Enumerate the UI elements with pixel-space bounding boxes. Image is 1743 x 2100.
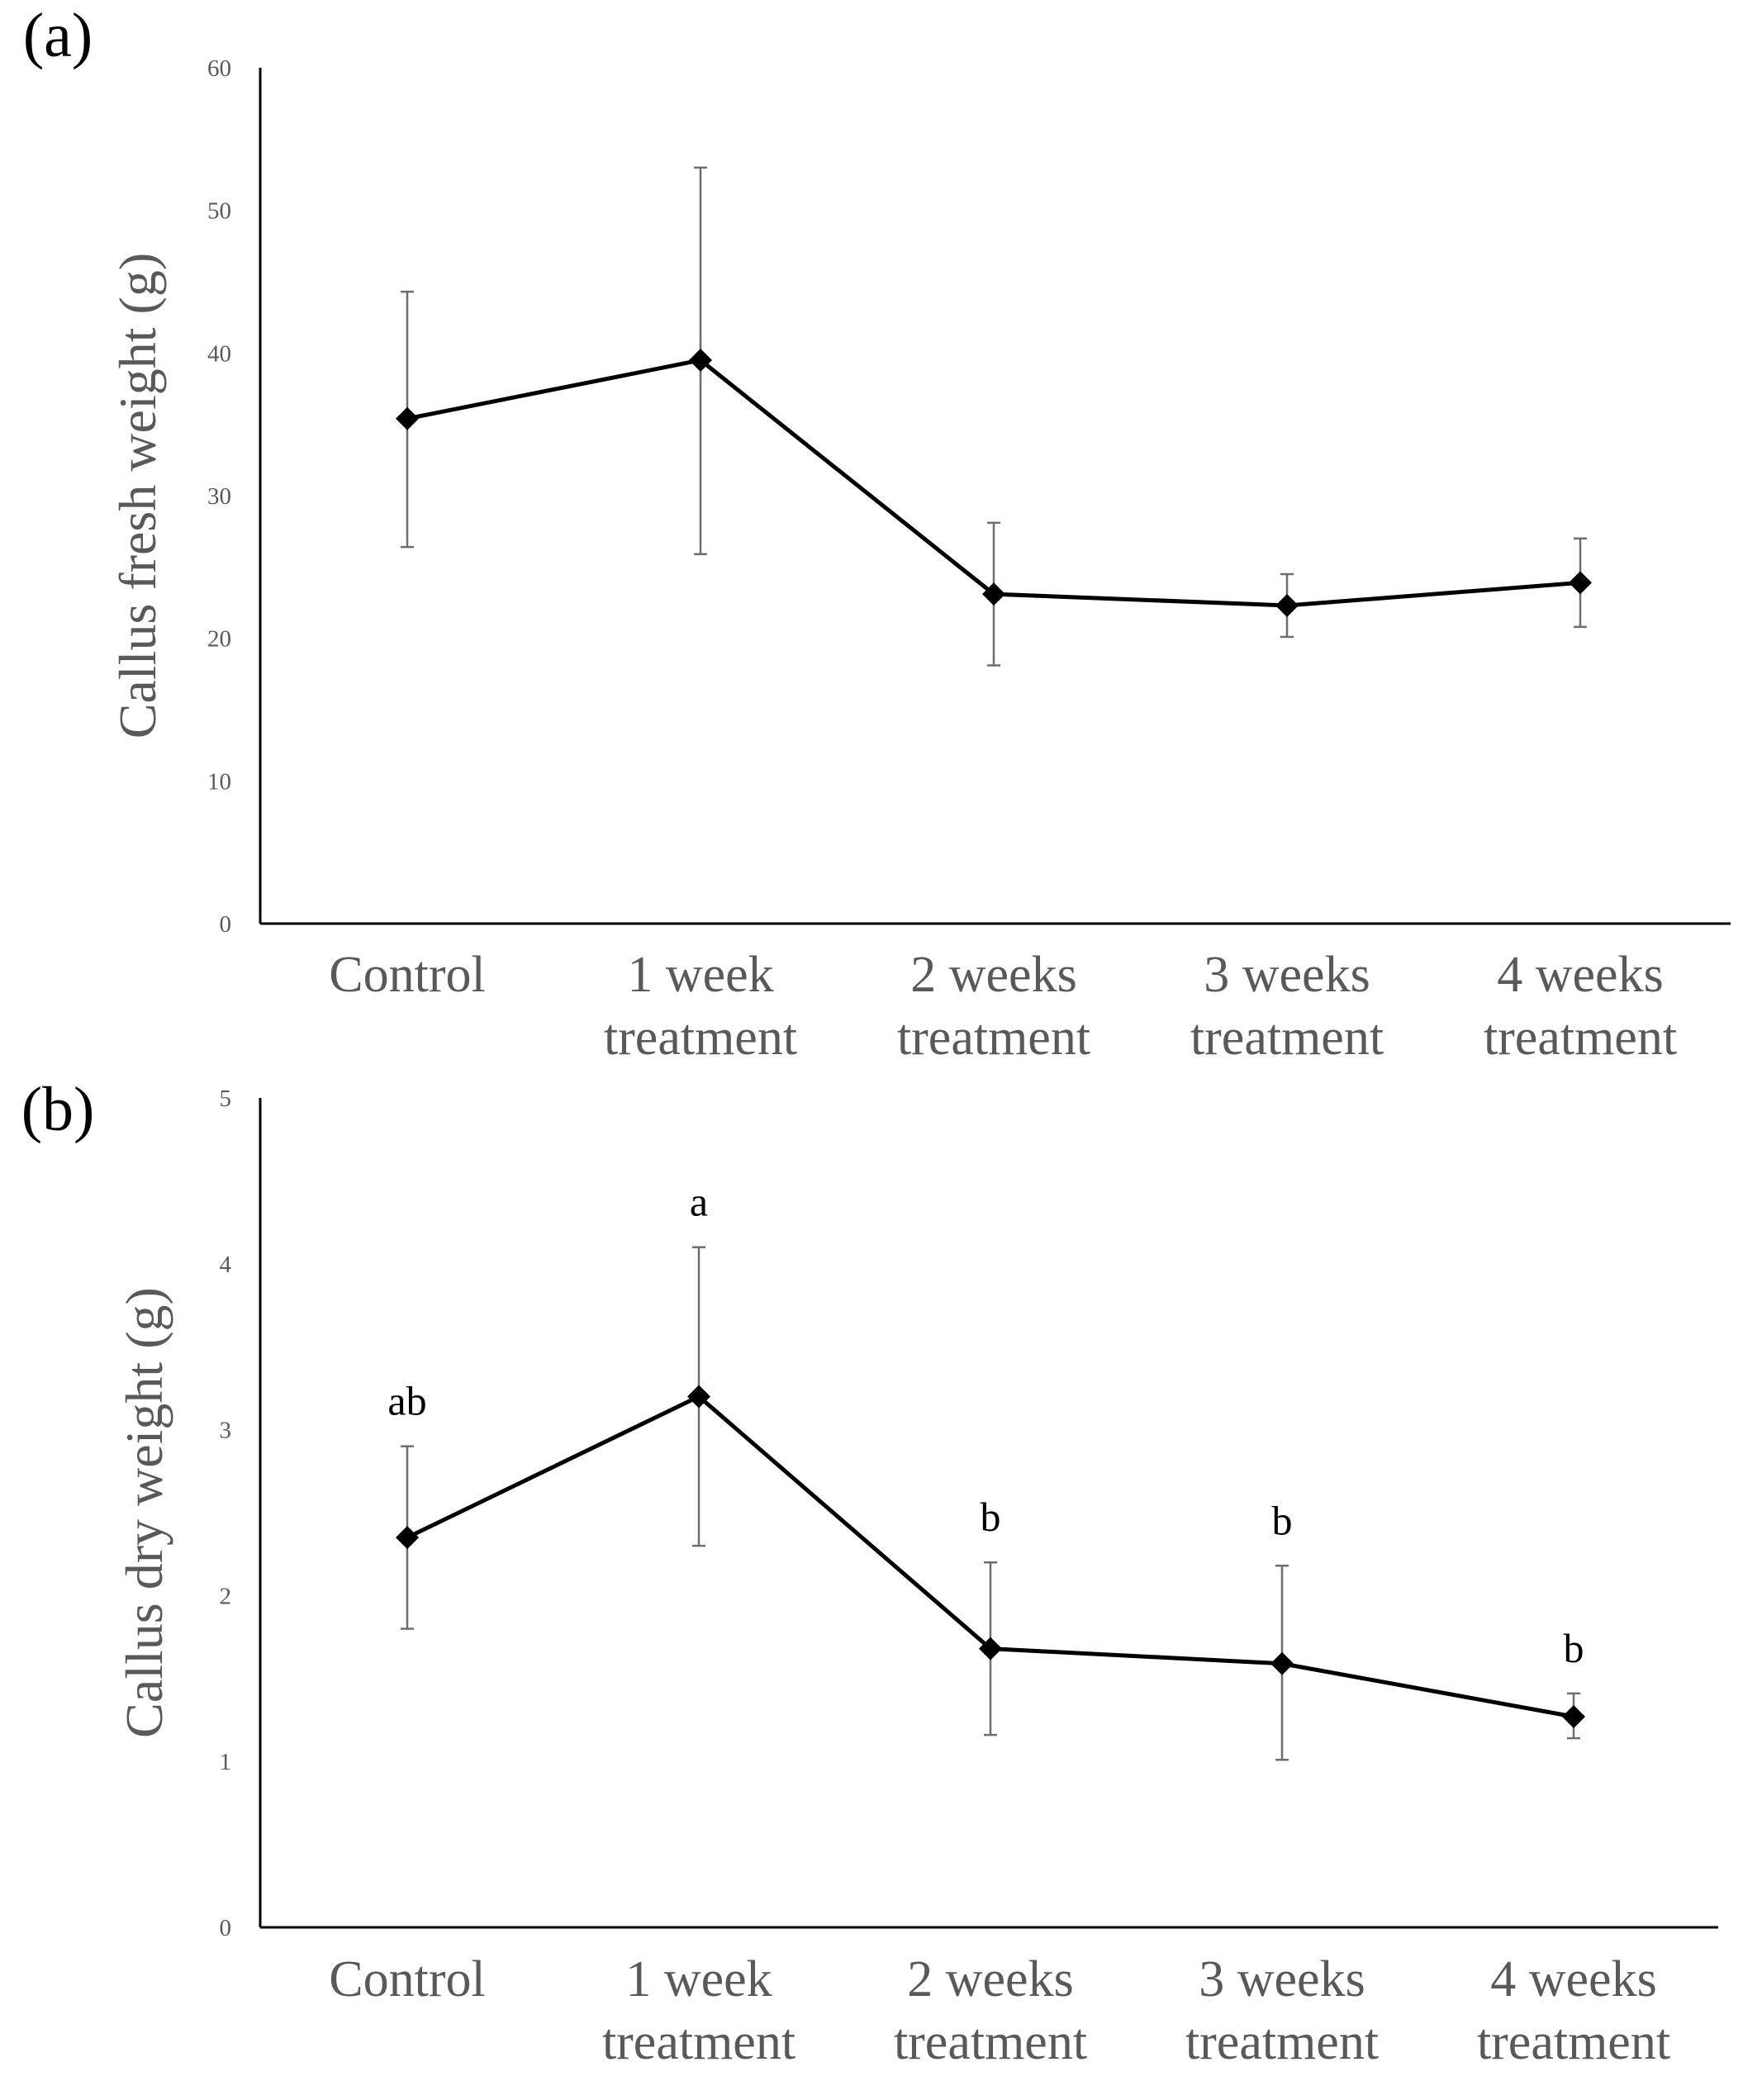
x-tick-label: Control <box>329 1951 485 2007</box>
y-tick-label: 0 <box>220 1915 232 1941</box>
y-tick-label: 20 <box>207 626 231 653</box>
x-tick-label: 4 weeks <box>1490 1951 1656 2007</box>
x-tick-label: 4 weeks <box>1497 947 1663 1003</box>
x-tick-label: Control <box>329 947 485 1003</box>
data-point-marker <box>687 1385 710 1409</box>
y-tick-label: 1 <box>220 1749 232 1775</box>
y-tick-label: 30 <box>207 483 231 510</box>
x-tick-label: treatment <box>602 2014 796 2070</box>
data-point-marker <box>1569 571 1592 595</box>
data-point-marker <box>1275 593 1299 617</box>
data-point-marker <box>1270 1651 1294 1675</box>
y-tick-label: 50 <box>207 198 231 225</box>
x-tick-label: 3 weeks <box>1199 1951 1365 2007</box>
data-point-marker <box>396 406 419 430</box>
y-tick-label: 60 <box>207 55 231 82</box>
x-tick-label: treatment <box>1185 2014 1379 2070</box>
significance-label: b <box>1564 1625 1584 1671</box>
x-tick-label: 3 weeks <box>1204 947 1370 1003</box>
x-tick-label: 1 week <box>627 947 773 1003</box>
y-axis-title: Callus fresh weight (g) <box>108 253 167 739</box>
data-point-marker <box>396 1526 419 1550</box>
x-tick-label: 2 weeks <box>907 1951 1073 2007</box>
data-point-marker <box>1562 1704 1585 1728</box>
x-tick-label: treatment <box>897 1010 1090 1066</box>
panel-label: (a) <box>23 1 93 70</box>
y-tick-label: 4 <box>220 1252 232 1278</box>
panel-a: (a) Callus fresh weight (g) 0 10 20 30 40 50 60 C… <box>23 1 1731 1066</box>
significance-label: b <box>1272 1497 1293 1543</box>
y-tick-label: 3 <box>220 1418 232 1444</box>
y-tick-label: 5 <box>220 1086 232 1112</box>
significance-label: b <box>981 1494 1001 1540</box>
x-tick-label: 2 weeks <box>910 947 1076 1003</box>
x-tick-label: 1 week <box>625 1951 772 2007</box>
y-tick-label: 10 <box>207 768 231 795</box>
x-tick-label: treatment <box>1190 1010 1384 1066</box>
data-point-marker <box>982 582 1005 606</box>
data-point-marker <box>979 1637 1002 1661</box>
x-tick-label: treatment <box>1477 2014 1670 2070</box>
x-tick-label: treatment <box>604 1010 797 1066</box>
y-axis-title: Callus dry weight (g) <box>115 1287 173 1738</box>
significance-label: a <box>690 1179 708 1225</box>
significance-label: ab <box>387 1378 426 1424</box>
data-point-marker <box>689 348 712 372</box>
x-tick-label: treatment <box>894 2014 1087 2070</box>
y-tick-label: 0 <box>220 911 232 938</box>
x-tick-label: treatment <box>1484 1010 1677 1066</box>
y-tick-label: 40 <box>207 340 231 367</box>
y-tick-label: 2 <box>220 1583 232 1609</box>
panel-label: (b) <box>21 1075 95 1144</box>
panel-b: (b) Callus dry weight (g) 0 1 2 3 4 5 Control 1 w… <box>21 1075 1718 2070</box>
